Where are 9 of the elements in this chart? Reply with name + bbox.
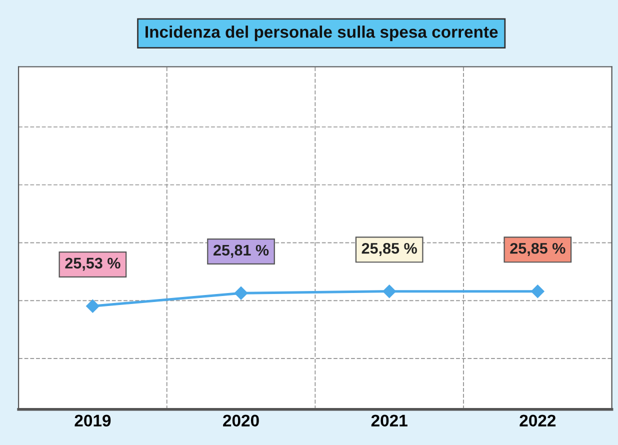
x-tick-label: 2022 [520, 414, 556, 427]
chart-title: Incidenza del personale sulla spesa corrente [146, 26, 498, 42]
data-label: 25,85 % [362, 242, 417, 256]
x-tick-label: 2020 [223, 414, 259, 427]
data-label: 25,81 % [214, 244, 269, 258]
x-tick-label: 2021 [371, 414, 408, 427]
data-label: 25,53 % [65, 258, 120, 271]
data-label: 25,85 % [510, 242, 566, 256]
x-tick-label: 2019 [74, 414, 111, 427]
